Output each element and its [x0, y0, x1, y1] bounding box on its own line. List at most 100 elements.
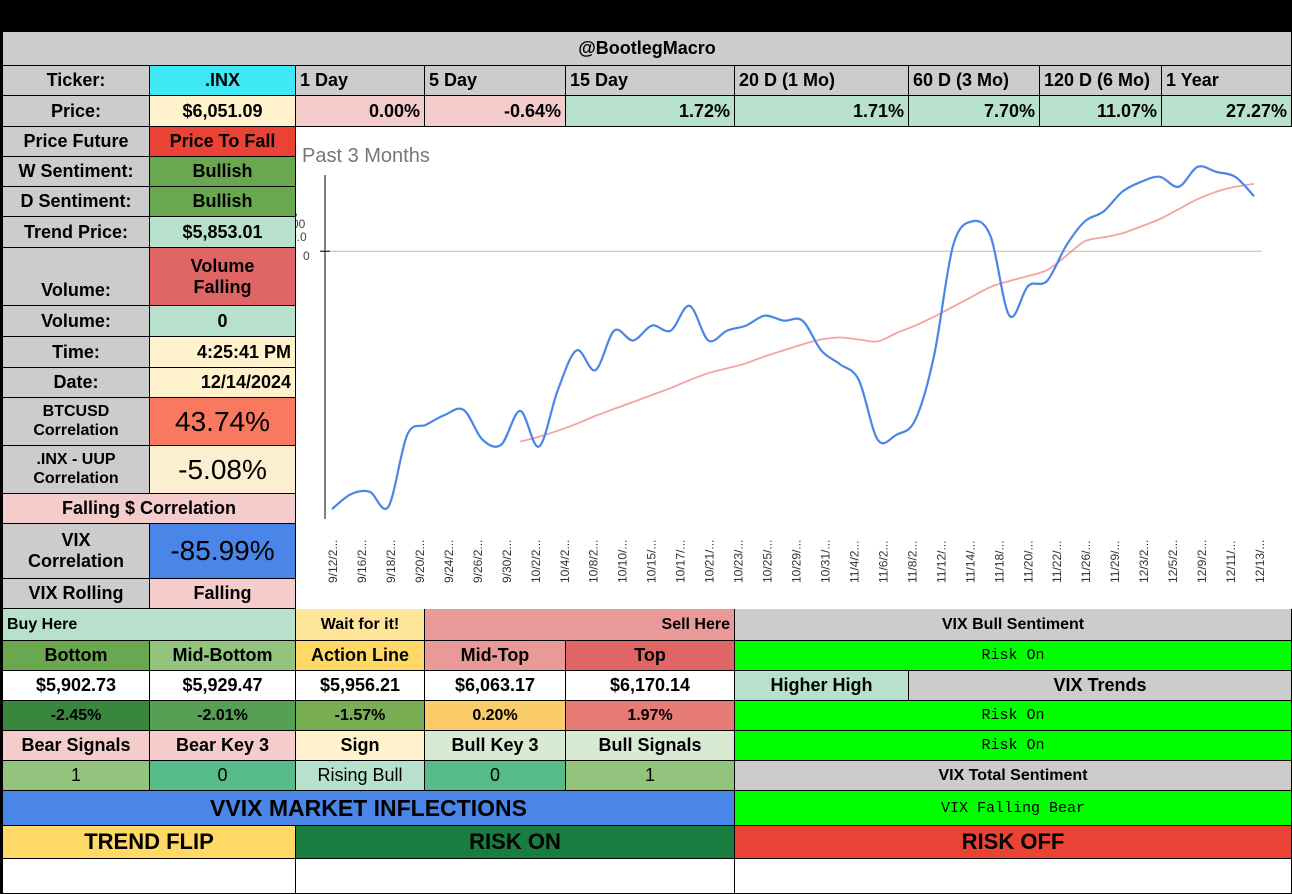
btc-corr-value[interactable]: 43.74%	[150, 398, 296, 446]
price-chart[interactable]: Past 3 Months 6, 00 0.0 0 9/12/2... 9/16/…	[288, 127, 1292, 609]
level-header-mid-top[interactable]: Mid-Top	[425, 641, 566, 671]
x-tick-label: 9/24/2...	[442, 540, 456, 583]
date-label[interactable]: Date:	[3, 368, 150, 398]
time-value[interactable]: 4:25:41 PM	[150, 337, 296, 368]
risk-off-banner[interactable]: RISK OFF	[735, 826, 1292, 859]
vix-risk-on-1[interactable]: Risk On	[735, 641, 1292, 671]
buy-here[interactable]: Buy Here	[3, 609, 296, 641]
change-20day[interactable]: 1.71%	[735, 96, 909, 127]
level-price-top[interactable]: $6,170.14	[566, 671, 735, 701]
time-label[interactable]: Time:	[3, 337, 150, 368]
change-120day[interactable]: 11.07%	[1040, 96, 1162, 127]
date-value[interactable]: 12/14/2024	[150, 368, 296, 398]
trend-price-value[interactable]: $5,853.01	[150, 217, 296, 248]
signal-header-bear-key-3[interactable]: Bear Key 3	[150, 731, 296, 761]
x-tick-label: 11/14/...	[963, 541, 977, 583]
vix-corr-label[interactable]: VIX Correlation	[3, 524, 150, 579]
change-5day[interactable]: -0.64%	[425, 96, 566, 127]
risk-on-value[interactable]	[296, 859, 735, 894]
vix-trends-label[interactable]: VIX Trends	[909, 671, 1292, 701]
signal-value-bear-signals[interactable]: 1	[3, 761, 150, 791]
volume-value[interactable]: 0	[150, 306, 296, 337]
vvix-title[interactable]: VVIX MARKET INFLECTIONS	[3, 791, 735, 826]
level-price-bottom[interactable]: $5,902.73	[3, 671, 150, 701]
period-15day[interactable]: 15 Day	[566, 66, 735, 96]
y-tick-frag-2: 00	[296, 217, 306, 231]
x-tick-label: 10/31/...	[819, 540, 833, 583]
signal-value-bear-key-3[interactable]: 0	[150, 761, 296, 791]
volume-trend-label[interactable]: Volume:	[3, 248, 150, 306]
signal-header-bear-signals[interactable]: Bear Signals	[3, 731, 150, 761]
vix-rolling-value[interactable]: Falling	[150, 579, 296, 609]
signal-value-sign[interactable]: Rising Bull	[296, 761, 425, 791]
vix-rolling-label[interactable]: VIX Rolling	[3, 579, 150, 609]
w-sentiment-label[interactable]: W Sentiment:	[3, 157, 150, 187]
uup-corr-value[interactable]: -5.08%	[150, 446, 296, 494]
level-header-action-line[interactable]: Action Line	[296, 641, 425, 671]
change-15day[interactable]: 1.72%	[566, 96, 735, 127]
signal-header-sign[interactable]: Sign	[296, 731, 425, 761]
level-price-action-line[interactable]: $5,956.21	[296, 671, 425, 701]
x-tick-label: 12/11/...	[1224, 541, 1238, 583]
period-5day[interactable]: 5 Day	[425, 66, 566, 96]
vix-total-sentiment-label[interactable]: VIX Total Sentiment	[735, 761, 1292, 791]
signal-header-bull-signals[interactable]: Bull Signals	[566, 731, 735, 761]
uup-corr-label[interactable]: .INX - UUP Correlation	[3, 446, 150, 494]
ticker-value[interactable]: .INX	[150, 66, 296, 96]
w-sentiment-value[interactable]: Bullish	[150, 157, 296, 187]
level-header-top[interactable]: Top	[566, 641, 735, 671]
trend-price-label[interactable]: Trend Price:	[3, 217, 150, 248]
vix-total-sentiment-value[interactable]: VIX Falling Bear	[735, 791, 1292, 826]
sell-here[interactable]: Sell Here	[425, 609, 735, 641]
ticker-label[interactable]: Ticker:	[3, 66, 150, 96]
trend-flip[interactable]: TREND FLIP	[3, 826, 296, 859]
level-pct-mid-top[interactable]: 0.20%	[425, 701, 566, 731]
risk-on-banner[interactable]: RISK ON	[296, 826, 735, 859]
x-tick-label: 11/20/...	[1021, 541, 1035, 583]
higher-high[interactable]: Higher High	[735, 671, 909, 701]
vix-corr-value[interactable]: -85.99%	[150, 524, 296, 579]
change-1year[interactable]: 27.27%	[1162, 96, 1292, 127]
level-pct-bottom[interactable]: -2.45%	[3, 701, 150, 731]
period-1day[interactable]: 1 Day	[296, 66, 425, 96]
level-pct-top[interactable]: 1.97%	[566, 701, 735, 731]
wait-for-it[interactable]: Wait for it!	[296, 609, 425, 641]
trend-flip-value[interactable]	[3, 859, 296, 894]
vix-risk-on-3[interactable]: Risk On	[735, 731, 1292, 761]
y-tick-frag-4: 0	[303, 249, 310, 263]
header-title[interactable]: @BootlegMacro	[3, 32, 1292, 66]
level-pct-mid-bottom[interactable]: -2.01%	[150, 701, 296, 731]
period-60day[interactable]: 60 D (3 Mo)	[909, 66, 1040, 96]
d-sentiment-value[interactable]: Bullish	[150, 187, 296, 217]
volume-trend-value[interactable]: Volume Falling	[150, 248, 296, 306]
signal-value-bull-signals[interactable]: 1	[566, 761, 735, 791]
x-tick-label: 11/18/...	[992, 541, 1006, 583]
level-header-mid-bottom[interactable]: Mid-Bottom	[150, 641, 296, 671]
price-label[interactable]: Price:	[3, 96, 150, 127]
level-price-mid-bottom[interactable]: $5,929.47	[150, 671, 296, 701]
x-tick-label: 10/23/...	[732, 540, 746, 583]
price-future-value[interactable]: Price To Fall	[150, 127, 296, 157]
level-header-bottom[interactable]: Bottom	[3, 641, 150, 671]
period-1year[interactable]: 1 Year	[1162, 66, 1292, 96]
volume-label[interactable]: Volume:	[3, 306, 150, 337]
period-20day[interactable]: 20 D (1 Mo)	[735, 66, 909, 96]
risk-off-value[interactable]	[735, 859, 1292, 894]
price-future-label[interactable]: Price Future	[3, 127, 150, 157]
level-price-mid-top[interactable]: $6,063.17	[425, 671, 566, 701]
change-1day[interactable]: 0.00%	[296, 96, 425, 127]
vix-bull-sentiment-label[interactable]: VIX Bull Sentiment	[735, 609, 1292, 641]
price-value[interactable]: $6,051.09	[150, 96, 296, 127]
x-tick-label: 12/5/2...	[1166, 540, 1180, 583]
d-sentiment-label[interactable]: D Sentiment:	[3, 187, 150, 217]
x-tick-label: 11/4/2...	[847, 541, 861, 583]
period-120day[interactable]: 120 D (6 Mo)	[1040, 66, 1162, 96]
level-pct-action-line[interactable]: -1.57%	[296, 701, 425, 731]
change-60day[interactable]: 7.70%	[909, 96, 1040, 127]
signal-header-bull-key-3[interactable]: Bull Key 3	[425, 731, 566, 761]
btc-corr-label[interactable]: BTCUSD Correlation	[3, 398, 150, 446]
signal-value-bull-key-3[interactable]: 0	[425, 761, 566, 791]
falling-dollar-correlation[interactable]: Falling $ Correlation	[3, 494, 296, 524]
vix-risk-on-2[interactable]: Risk On	[735, 701, 1292, 731]
x-tick-label: 12/3/2...	[1137, 540, 1151, 583]
